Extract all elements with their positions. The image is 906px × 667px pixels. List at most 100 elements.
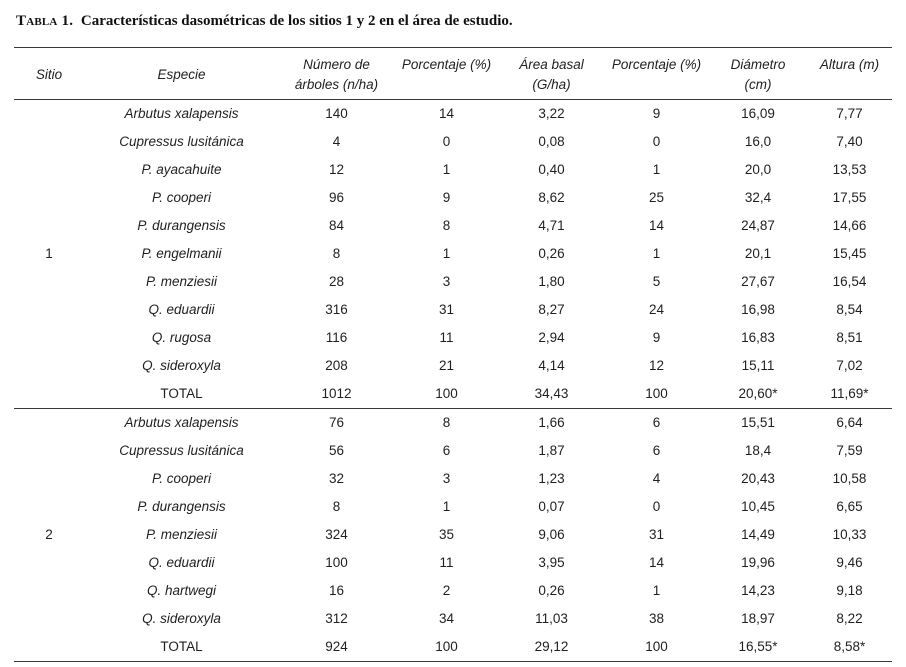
header-label: (cm) [744, 77, 772, 92]
cell-numero-arboles: 4 [332, 134, 341, 149]
header-label: Área basal [519, 57, 584, 72]
cell-area-basal: 2,94 [538, 330, 565, 345]
cell-porcentaje-arboles: 100 [435, 639, 458, 654]
cell-porcentaje-area: 6 [604, 408, 709, 437]
table-header: Sitio Especie Número de árboles (n/ha) P… [14, 47, 892, 100]
cell-porcentaje-area: 4 [652, 471, 661, 486]
cell-altura: 7,02 [836, 358, 863, 373]
cell-porcentaje-arboles: 35 [438, 527, 455, 542]
header-sitio: Sitio [14, 47, 84, 100]
cell-porcentaje-arboles: 8 [394, 408, 499, 437]
species-name: Arbutus xalapensis [124, 106, 239, 121]
cell-altura: 7,59 [836, 443, 863, 458]
cell-altura: 8,54 [836, 302, 863, 317]
species-name: P. menziesii [145, 274, 218, 289]
species-name: Q. rugosa [151, 330, 212, 345]
cell-porcentaje-arboles: 11 [439, 555, 454, 570]
species-row: P. menziesii 324 35 9,06 31 14,49 10,33 [14, 521, 892, 549]
cell-area-basal: 3,22 [538, 106, 565, 121]
header-label: Altura (m) [819, 57, 880, 72]
cell-numero-arboles: 96 [328, 190, 345, 205]
cell-diametro: 32,4 [744, 190, 772, 205]
species-name: P. engelmanii [141, 246, 222, 261]
cell-area-basal: 1,23 [538, 471, 565, 486]
species-name: P. cooperi [151, 190, 212, 205]
cell-numero-arboles: 56 [328, 443, 345, 458]
cell-area-basal: 29,12 [534, 639, 569, 654]
cell-porcentaje-arboles: 1 [442, 246, 451, 261]
cell-altura: 8,58* [833, 639, 866, 654]
cell-area-basal: 1,66 [499, 408, 604, 437]
cell-diametro: 18,97 [741, 611, 775, 626]
species-name: Q. eduardii [148, 302, 215, 317]
cell-altura: 10,58 [832, 471, 867, 486]
cell-porcentaje-area: 1 [652, 583, 661, 598]
cell-diametro: 27,67 [741, 274, 775, 289]
cell-numero-arboles: 8 [332, 246, 341, 261]
cell-area-basal: 8,62 [538, 190, 565, 205]
cell-porcentaje-area: 12 [648, 358, 665, 373]
cell-porcentaje-arboles: 1 [442, 499, 451, 514]
species-row: Cupressus lusitánica 56 6 1,87 6 18,4 7,59 [14, 437, 892, 465]
species-name: Cupressus lusitánica [119, 134, 244, 149]
caption-text: Características dasométricas de los siti… [80, 13, 513, 29]
cell-altura: 9,46 [836, 555, 863, 570]
species-row: P. durangensis 8 1 0,07 0 10,45 6,65 [14, 493, 892, 521]
cell-porcentaje-area: 6 [652, 443, 661, 458]
species-name: P. menziesii [145, 527, 218, 542]
cell-altura: 6,64 [807, 408, 892, 437]
species-row: Q. rugosa 116 11 2,94 9 16,83 8,51 [14, 324, 892, 352]
cell-numero-arboles: 76 [279, 408, 394, 437]
cell-porcentaje-area: 1 [652, 162, 661, 177]
cell-porcentaje-arboles: 8 [442, 218, 451, 233]
cell-area-basal: 0,07 [538, 499, 565, 514]
cell-altura: 17,55 [832, 190, 867, 205]
cell-diametro: 15,11 [741, 358, 775, 373]
cell-area-basal: 0,26 [538, 583, 565, 598]
cell-porcentaje-arboles: 1 [442, 162, 451, 177]
header-especie: Especie [84, 47, 279, 100]
species-name: Q. hartwegi [146, 583, 217, 598]
cell-porcentaje-arboles: 11 [439, 330, 454, 345]
cell-area-basal: 11,03 [535, 611, 568, 626]
cell-diametro: 24,87 [741, 218, 775, 233]
header-label: Porcentaje (%) [401, 57, 492, 72]
cell-diametro: 20,43 [741, 471, 775, 486]
cell-porcentaje-area: 14 [648, 218, 665, 233]
cell-area-basal: 1,87 [538, 443, 565, 458]
cell-porcentaje-area: 100 [645, 386, 668, 401]
cell-area-basal: 0,08 [538, 134, 565, 149]
cell-numero-arboles: 324 [325, 527, 348, 542]
cell-altura: 15,45 [832, 246, 867, 261]
cell-altura: 7,77 [836, 106, 863, 121]
cell-numero-arboles: 12 [328, 162, 345, 177]
header-porcentaje-area: Porcentaje (%) [604, 47, 709, 100]
species-name: Q. eduardii [148, 555, 215, 570]
cell-porcentaje-area: 38 [648, 611, 665, 626]
cell-diametro: 14,23 [741, 583, 775, 598]
cell-porcentaje-area: 100 [645, 639, 668, 654]
cell-numero-arboles: 140 [325, 106, 348, 121]
cell-numero-arboles: 312 [325, 611, 348, 626]
cell-diametro: 15,51 [709, 408, 807, 437]
cell-porcentaje-arboles: 2 [442, 583, 451, 598]
header-row: Sitio Especie Número de árboles (n/ha) P… [14, 47, 892, 100]
dasometric-table: Sitio Especie Número de árboles (n/ha) P… [14, 47, 892, 662]
header-label: (G/ha) [532, 77, 571, 92]
cell-area-basal: 9,06 [538, 527, 565, 542]
cell-diametro: 20,1 [744, 246, 772, 261]
header-label: Especie [157, 67, 206, 82]
cell-numero-arboles: 84 [328, 218, 345, 233]
total-row: TOTAL 924 100 29,12 100 16,55* 8,58* [14, 633, 892, 662]
header-area-basal: Área basal (G/ha) [499, 47, 604, 100]
species-name: P. ayacahuite [141, 162, 222, 177]
cell-porcentaje-arboles: 31 [438, 302, 455, 317]
cell-numero-arboles: 1012 [321, 386, 352, 401]
cell-diametro: 20,0 [744, 162, 772, 177]
table-caption: Tabla 1. Características dasométricas de… [16, 11, 892, 31]
species-name: P. durangensis [137, 218, 226, 233]
cell-area-basal: 4,14 [538, 358, 565, 373]
total-label: TOTAL [160, 386, 203, 401]
cell-diametro: 18,4 [744, 443, 772, 458]
